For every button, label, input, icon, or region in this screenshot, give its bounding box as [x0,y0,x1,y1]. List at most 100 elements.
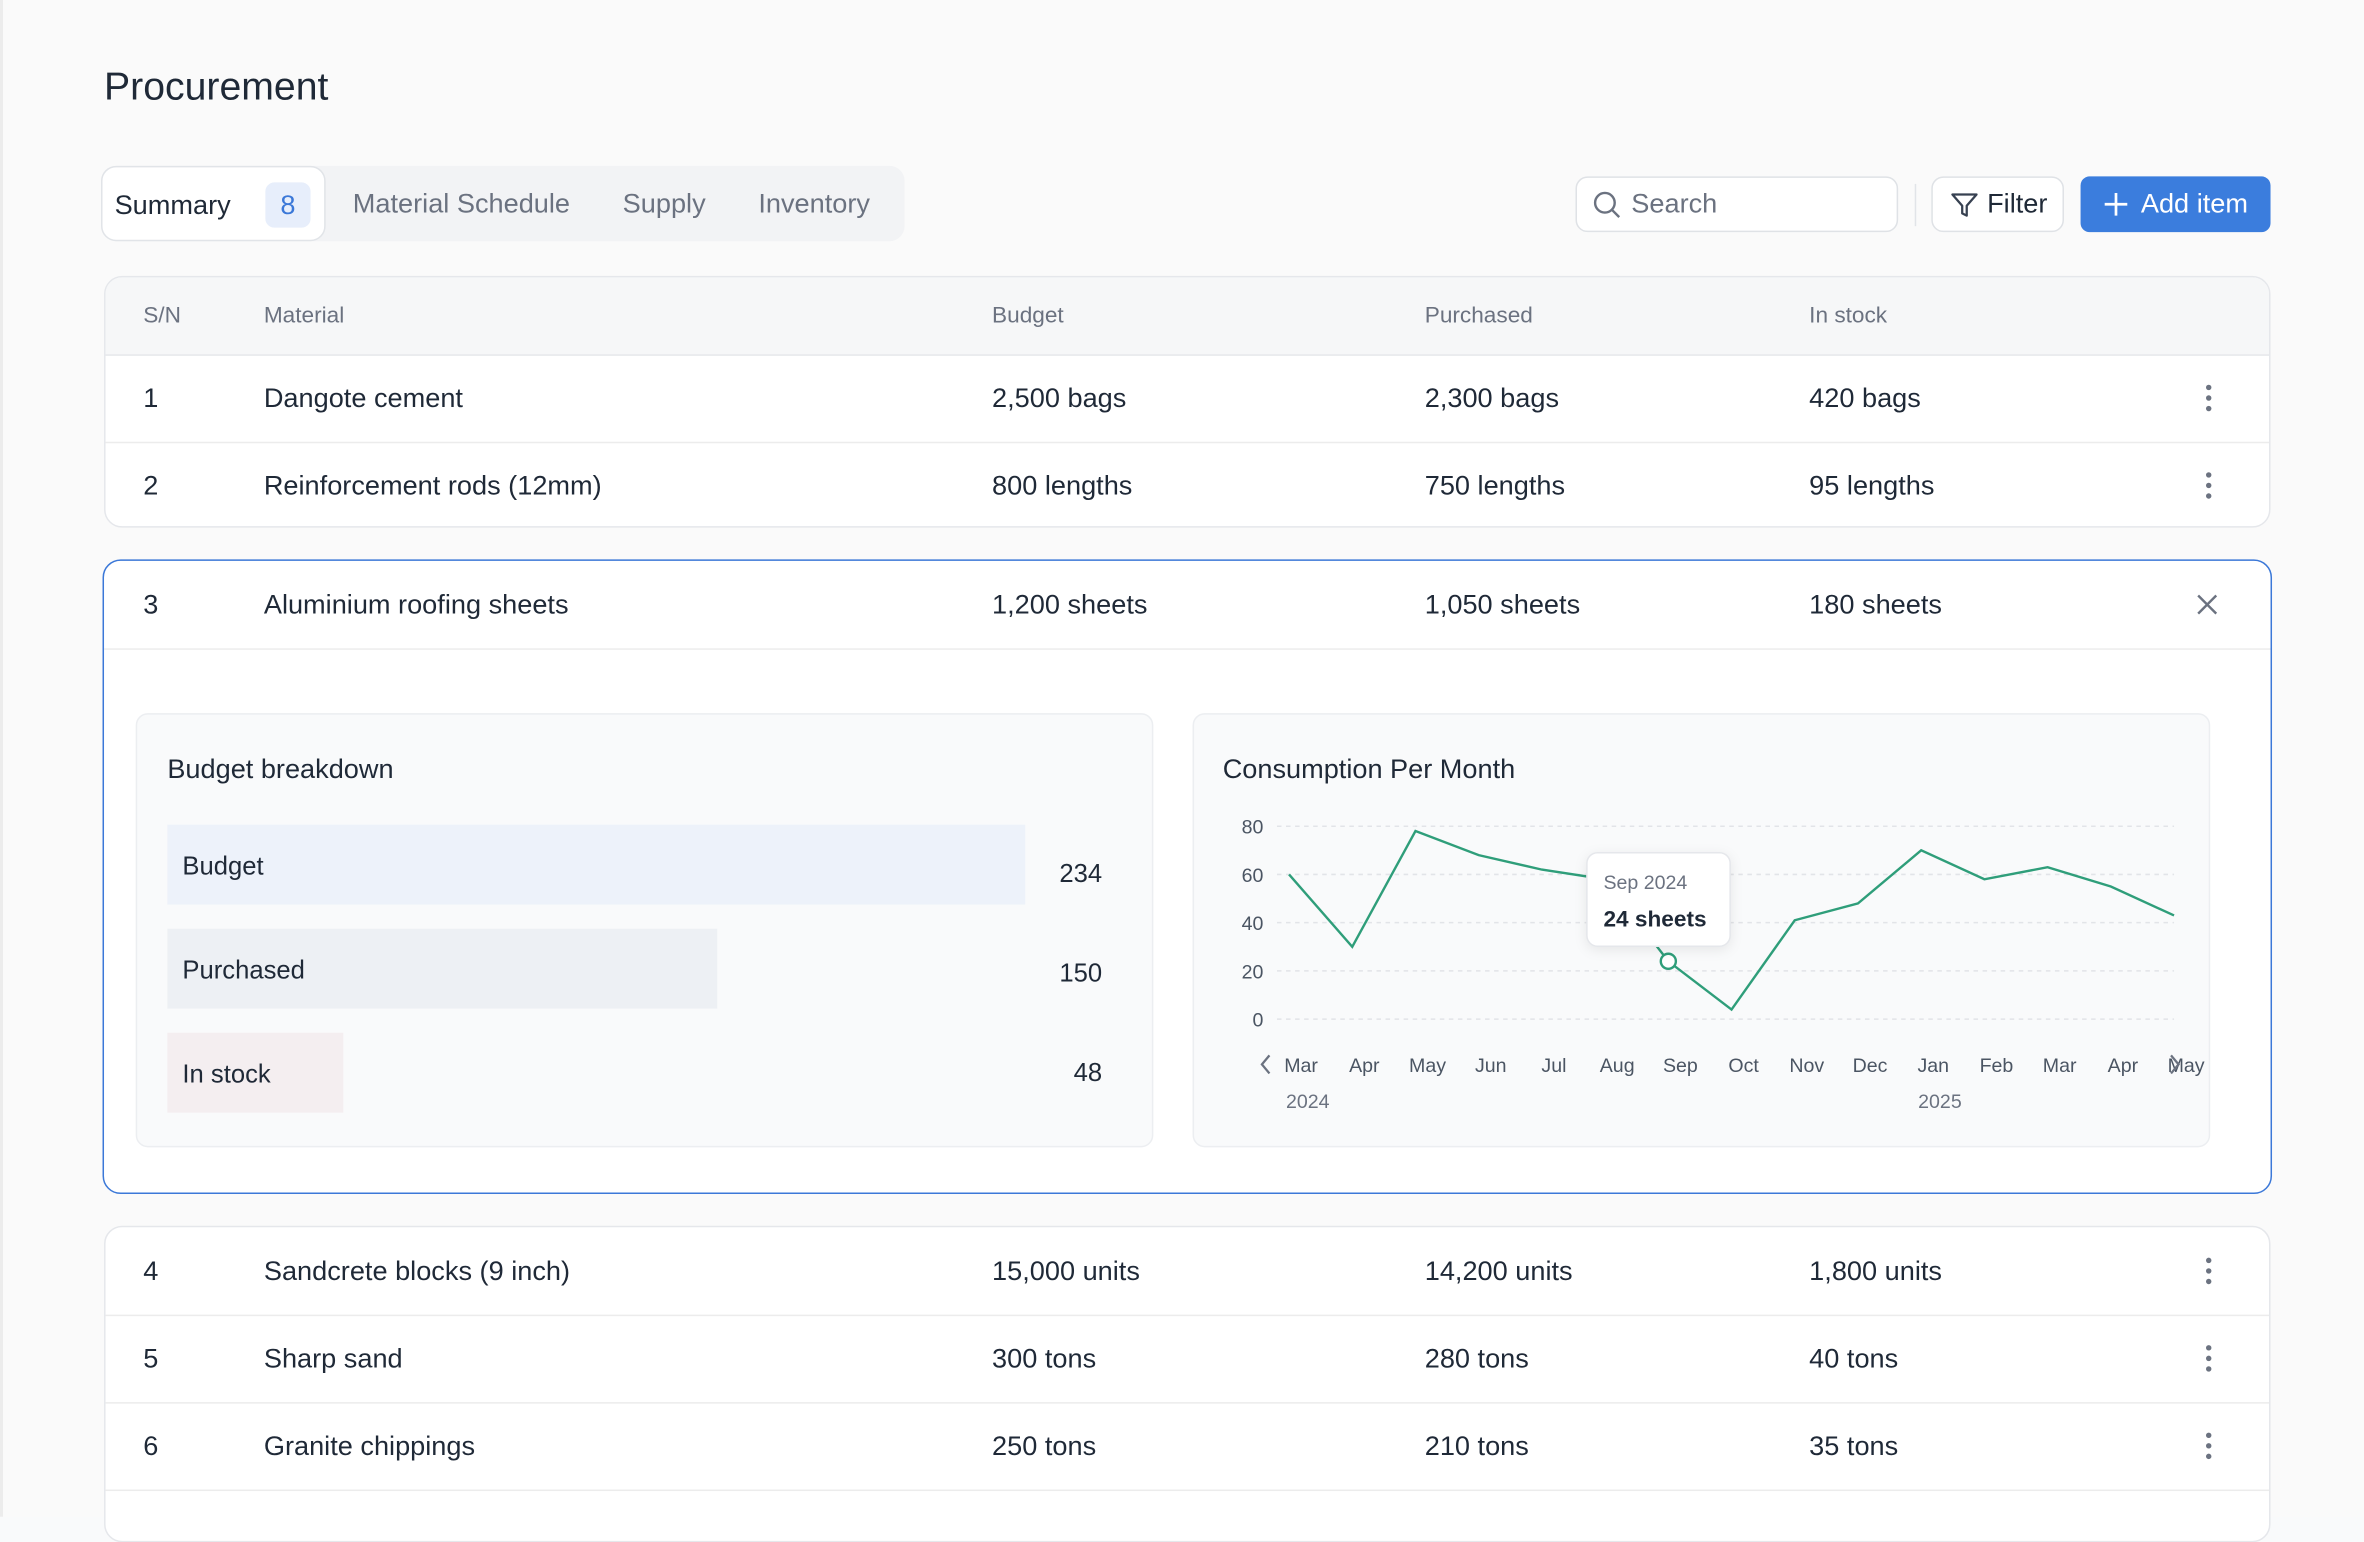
table-cell: 280 tons [1424,1342,1529,1373]
tab-label: Summary [114,189,231,221]
filter-icon [1951,193,1978,217]
table-row[interactable]: 3 Aluminium roofing sheets 1,200 sheets 1,0… [104,561,2271,650]
table-cell: 2 [143,469,159,500]
bar-value: 48 [1074,1059,1103,1087]
table-cell: Sandcrete blocks (9 inch) [263,1255,571,1286]
x-tick-label: Dec [1853,1055,1888,1077]
plus-icon [2104,192,2128,216]
page-title: Procurement [104,63,329,109]
table-cell: 3 [143,588,159,619]
y-tick-label: 80 [1242,817,1264,839]
chevron-left [1260,1054,1271,1075]
filter-button[interactable]: Filter [1931,176,2064,233]
x-tick-label: Jul [1541,1055,1566,1077]
column-header: Purchased [1424,303,1533,329]
tab-bar: Summary 8 Material Schedule Supply Inven… [101,165,905,242]
table-cell: 180 sheets [1809,588,1942,619]
table-cell: 1,800 units [1809,1255,1942,1286]
table-cell: 5 [143,1342,159,1373]
table-cell: 1,200 sheets [992,588,1148,619]
column-header: In stock [1809,303,1888,329]
column-header: Budget [992,303,1064,329]
table-cell: Dangote cement [263,382,463,413]
close-icon[interactable] [2192,589,2222,619]
x-tick-label: May [1409,1055,1446,1077]
y-tick-label: 20 [1242,961,1264,983]
x-tick-label: Jun [1475,1055,1507,1077]
y-tick-label: 40 [1242,913,1264,935]
table-cell: 40 tons [1809,1342,1899,1373]
bar-label: In stock [182,1060,270,1088]
table-card: 4 Sandcrete blocks (9 inch) 15,000 units 14… [104,1225,2271,1542]
line [1288,829,2175,1012]
x-tick-label: Nov [1789,1055,1824,1077]
bar [167,1032,344,1113]
table-cell: 95 lengths [1809,469,1935,500]
bar-value: 234 [1059,860,1102,888]
more-icon[interactable] [2194,1343,2224,1373]
table-row[interactable]: 6 Granite chippings 250 tons 210 tons 35 ton… [105,1402,2270,1492]
search-icon [1593,191,1621,218]
point [1659,952,1678,971]
table-row[interactable]: 5 Sharp sand 300 tons 280 tons 40 tons [105,1315,2270,1404]
table-row[interactable]: 1 Dangote cement 2,500 bags 2,300 bags 420 b… [105,354,2270,444]
more-icon[interactable] [2194,383,2224,413]
tab[interactable]: Summary 8 [101,165,326,242]
tab[interactable]: Supply [622,188,706,219]
table-cell: 2,500 bags [992,382,1127,413]
table-cell: 35 tons [1809,1430,1899,1461]
x-tick-label: Aug [1600,1055,1635,1077]
table-card: S/N Material Budget Purchased In stock 1 Dang… [104,275,2271,528]
year-label: 2024 [1286,1091,1330,1113]
column-header: S/N [143,303,181,329]
bar [167,824,1026,905]
x-tick-label: Apr [2108,1055,2139,1077]
more-icon[interactable] [2194,470,2224,500]
table-cell: 750 lengths [1424,469,1566,500]
add-item-button[interactable]: Add item [2080,176,2271,233]
table-cell: 210 tons [1424,1430,1529,1461]
bar [167,928,718,1009]
chart-title: Consumption Per Month [1223,753,1516,784]
search-box[interactable]: Search [1575,176,1899,233]
table-row[interactable]: 4 Sandcrete blocks (9 inch) 15,000 units 14… [105,1227,2270,1317]
table-cell: 300 tons [992,1342,1097,1373]
filter-label: Filter [1987,188,2048,219]
x-tick-label: Apr [1349,1055,1380,1077]
table-cell: 800 lengths [992,469,1133,500]
tooltip-title: Sep 2024 [1603,872,1687,894]
x-tick-label: May [2168,1055,2205,1077]
x-tick-label: Feb [1980,1055,2014,1077]
chart-title: Budget breakdown [167,753,393,784]
y-tick-label: 60 [1242,865,1264,887]
table-cell: 420 bags [1809,382,1921,413]
chevron-right [2170,1054,2181,1075]
tab-badge: 8 [265,182,311,228]
year-label: 2025 [1918,1091,1962,1113]
table-cell: 2,300 bags [1424,382,1560,413]
x-tick-label: Mar [1284,1055,1318,1077]
tooltip-text: 24 sheets [1603,907,1706,932]
table-header: S/N Material Budget Purchased In stock [105,277,2270,356]
tab[interactable]: Material Schedule [352,188,571,219]
table-cell: Reinforcement rods (12mm) [263,469,602,500]
table-cell: Sharp sand [263,1342,403,1373]
table-row[interactable]: 2 Reinforcement rods (12mm) 800 lengths 750… [106,442,2269,526]
x-tick-label: Oct [1728,1055,1759,1077]
tab[interactable]: Inventory [758,188,870,219]
table-cell: 1 [143,382,159,413]
table-cell: 250 tons [992,1430,1097,1461]
bar-label: Purchased [182,956,305,984]
y-tick-label: 0 [1253,1010,1264,1032]
table-cell: Granite chippings [263,1430,476,1461]
add-item-label: Add item [2140,188,2248,219]
more-icon[interactable] [2194,1256,2224,1286]
x-tick-label: Sep [1663,1055,1698,1077]
x-tick-label: Jan [1917,1055,1949,1077]
bar-value: 150 [1059,959,1102,987]
more-icon[interactable] [2194,1431,2224,1461]
bar-label: Budget [182,852,263,880]
tooltip [1586,851,1731,947]
